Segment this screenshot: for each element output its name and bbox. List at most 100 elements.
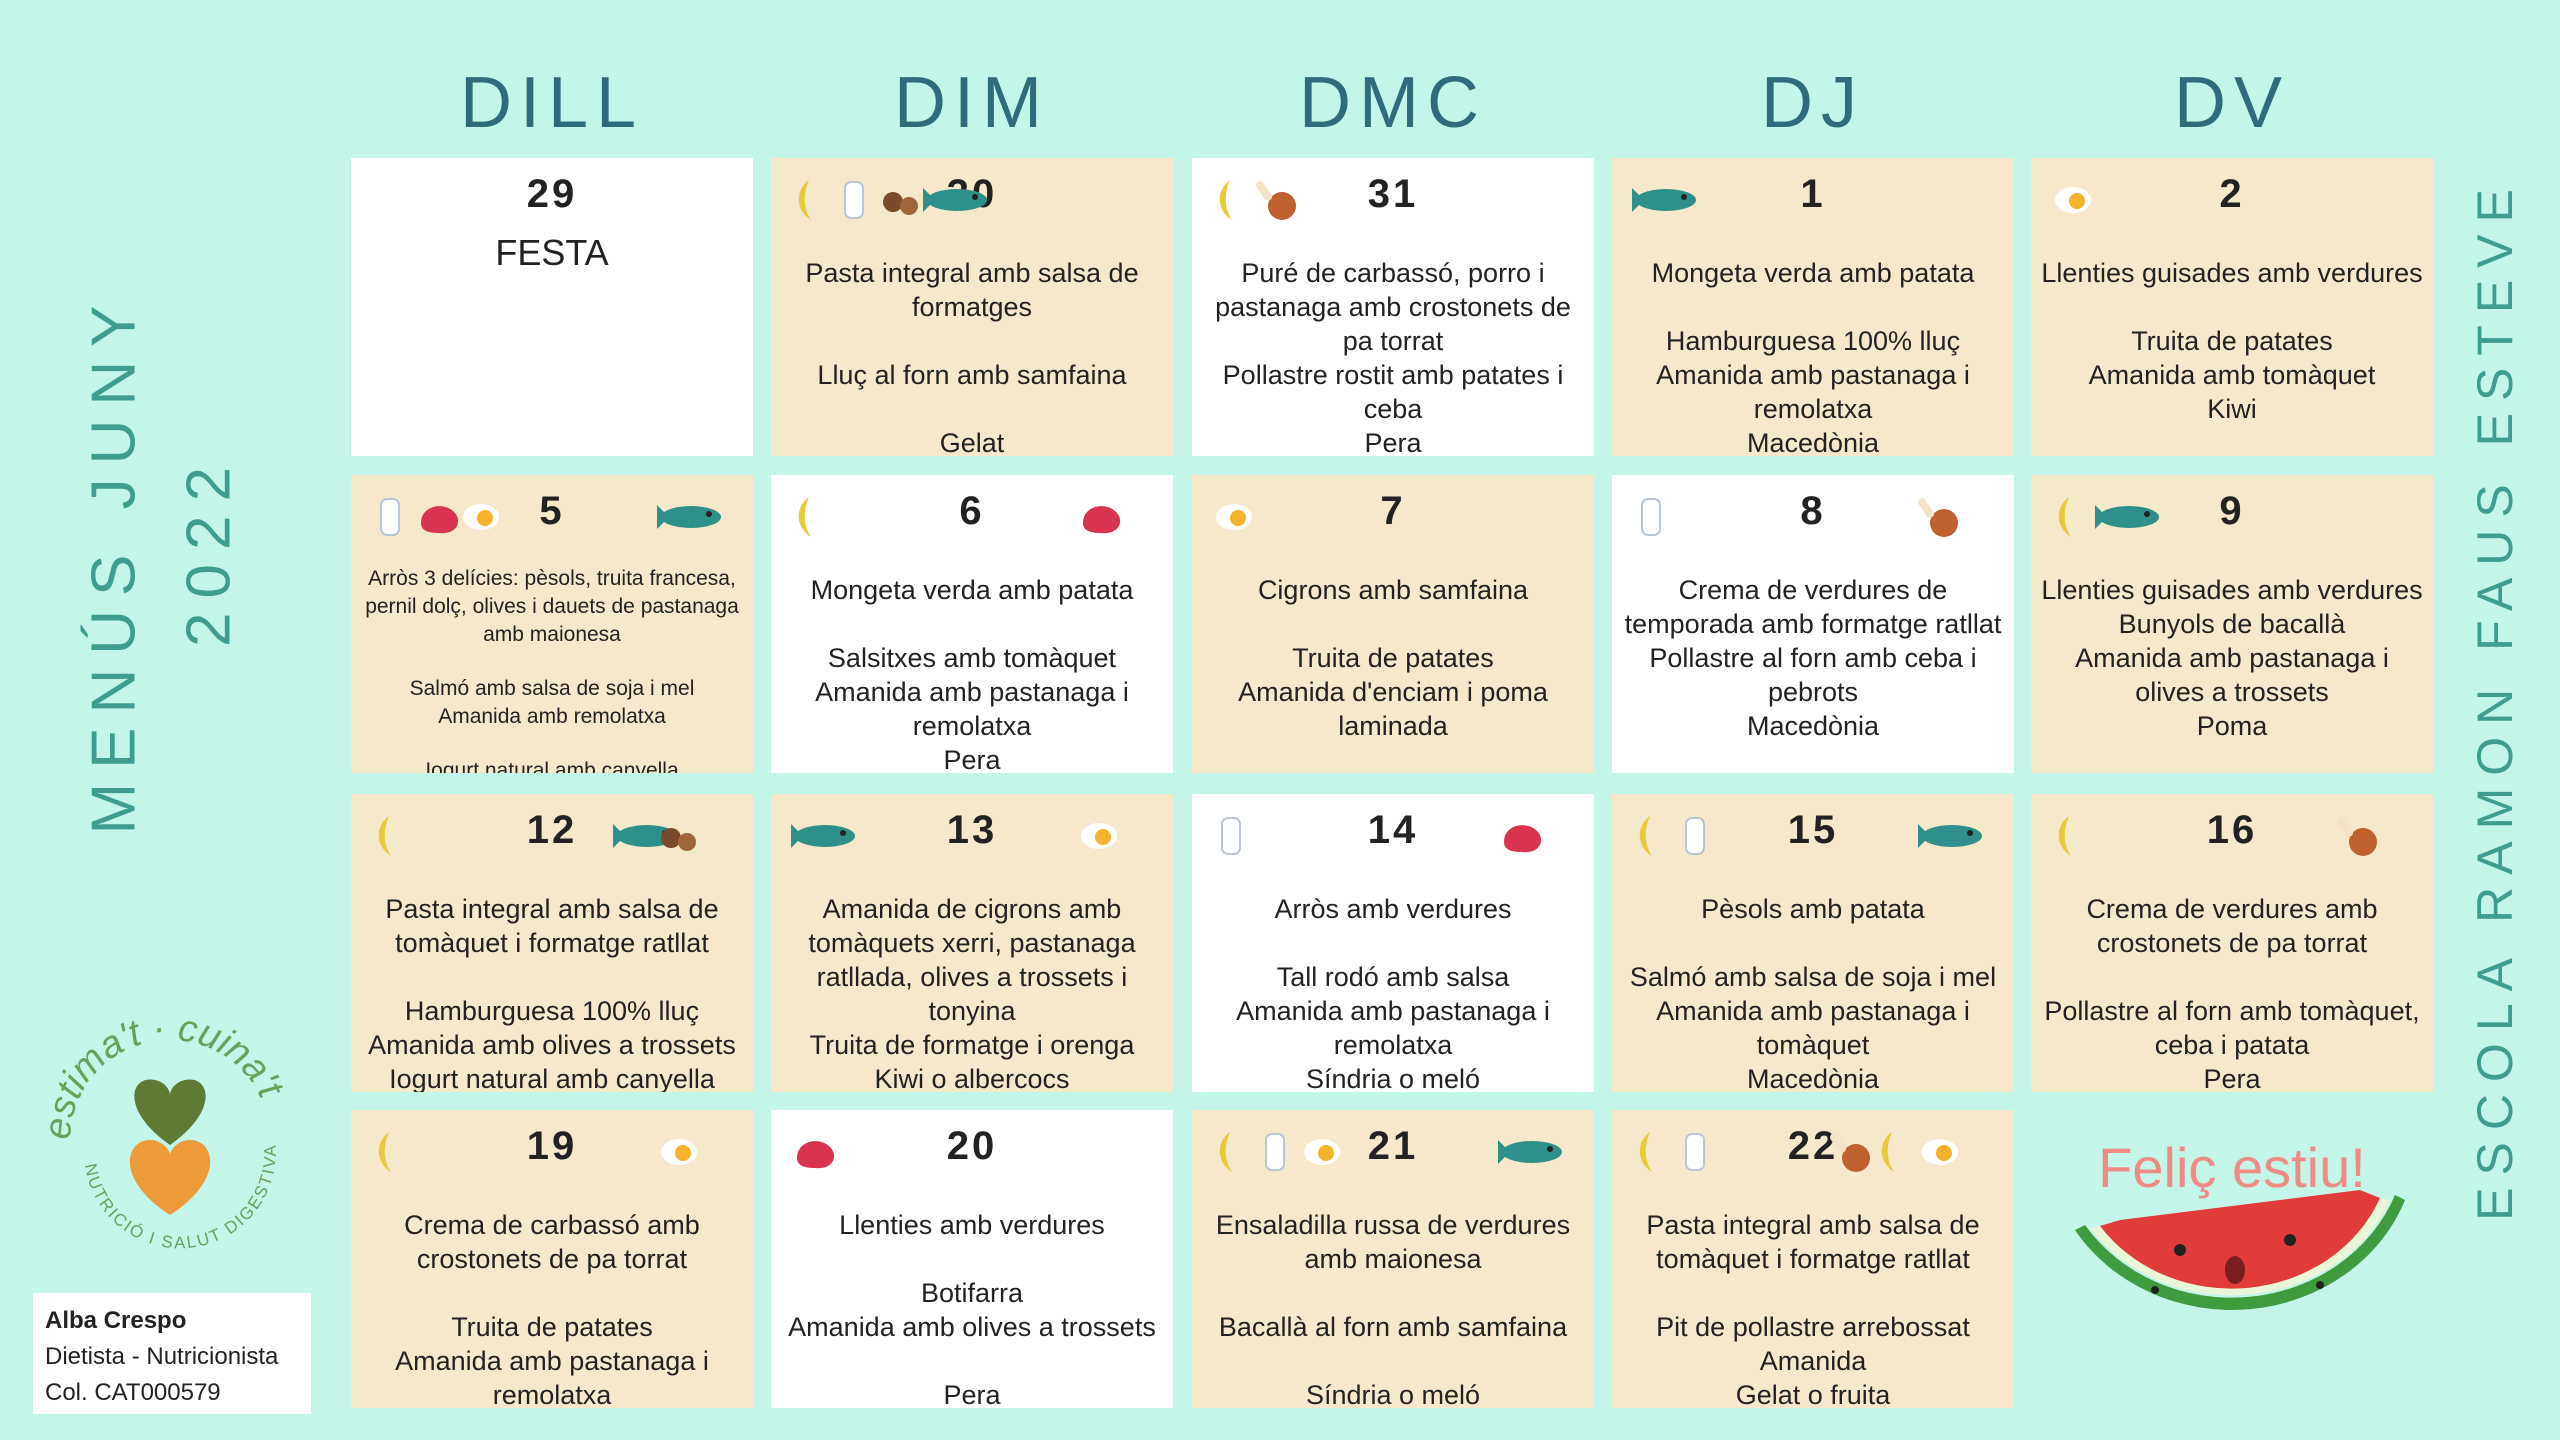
icon-shape [1641, 498, 1661, 536]
icon-shape [2144, 511, 2150, 517]
icon-shape [1922, 825, 1982, 847]
menu-group: Crema de carbassó amb crostonets de pa t… [357, 1208, 747, 1276]
food-icon [883, 192, 918, 215]
day-number: 8 [1800, 488, 1826, 533]
icon-shape [657, 505, 669, 529]
icon-shape [798, 497, 811, 537]
cell-note: FESTA [495, 232, 609, 273]
menu-group: Cigrons amb samfaina [1198, 573, 1588, 607]
menu-group: Pasta integral amb salsa de tomàquet i f… [357, 892, 747, 960]
menu-line: Gelat o fruita [1735, 1380, 1891, 1408]
food-icon [2095, 505, 2159, 529]
weekday: DIM [894, 63, 1050, 143]
menu-line: Tall rodó amb salsa [1276, 962, 1510, 992]
icon-shape [2095, 505, 2107, 529]
food-icon [1504, 825, 1542, 853]
day-cell: 31 Puré de carbassó, porro i pastanaga am… [1192, 158, 1594, 456]
menu-line: Amanida amb pastanaga i olives a trosset… [2075, 643, 2389, 707]
icon-shape [463, 504, 499, 530]
food-icon [1685, 817, 1705, 855]
menu-group: Salmó amb salsa de soja i mel Amanida amb… [357, 675, 747, 731]
menu-group: Lluç al forn amb samfaina [777, 358, 1167, 392]
menu-line: Macedònia [1746, 428, 1880, 456]
food-icon [378, 816, 391, 856]
signature-role: Dietista - Nutricionista [45, 1343, 279, 1370]
icon-shape [1216, 504, 1252, 530]
day-cell: 29 FESTA [351, 158, 753, 456]
food-icon [657, 505, 721, 529]
menu-line: Crema de carbassó amb crostonets de pa t… [404, 1210, 700, 1274]
menu-line: Truita de patates [2131, 326, 2333, 356]
food-icon [1216, 504, 1252, 530]
day-cell: 2 Llenties guisades amb verdures Truita de… [2031, 158, 2433, 456]
icon-shape [378, 1132, 391, 1172]
menu-group: Arròs amb verdures [1198, 892, 1588, 926]
menu-line: Kiwi [2207, 394, 2257, 424]
day-cell: 9 Llenties guisades amb verdures Bunyols d… [2031, 475, 2433, 773]
day-number: 14 [1367, 807, 1419, 852]
watermelon [2075, 1190, 2405, 1310]
menu-group: Crema de verdures de temporada amb forma… [1618, 573, 2008, 743]
menu-line: Lluç al forn amb samfaina [817, 360, 1127, 390]
icon-shape [797, 1141, 835, 1169]
menu-group: Síndria o meló [1198, 1378, 1588, 1408]
day-number: 6 [959, 488, 985, 533]
menu-line: Pasta integral amb salsa de tomàquet i f… [385, 894, 719, 958]
menu-line: Cigrons amb samfaina [1257, 575, 1529, 605]
menu-group: Mongeta verda amb patata [1618, 256, 2008, 290]
day-number: 29 [526, 171, 578, 216]
food-icon [1081, 823, 1117, 849]
menu-group: Tall rodó amb salsa Amanida amb pastanaga… [1198, 960, 1588, 1092]
menu-line: Amanida amb pastanaga i remolatxa [815, 677, 1129, 741]
menu-line: Síndria o meló [1305, 1380, 1481, 1408]
cell-top: 12 [357, 802, 747, 858]
weekday: DMC [1299, 63, 1487, 143]
food-icon [798, 497, 811, 537]
watermelon-pale [2090, 1198, 2390, 1296]
menu-group: Iogurt natural amb canyella [357, 757, 747, 773]
menu-line: Amanida amb tomàquet [2088, 360, 2376, 390]
menu-line: Llenties amb verdures [839, 1210, 1105, 1240]
cell-top: 29 [357, 166, 747, 222]
menu-line: Mongeta verda amb patata [810, 575, 1134, 605]
weekday: DV [2173, 63, 2291, 143]
food-icon [1219, 180, 1232, 220]
menu-line: Hamburguesa 100% lluç [1665, 326, 1961, 356]
day-cell: 19 Crema de carbassó amb crostonets de pa… [351, 1110, 753, 1408]
logo-heart-top [134, 1079, 206, 1145]
menu-line: Macedònia [1746, 711, 1880, 741]
menu-line: Bunyols de bacallà [2118, 609, 2346, 639]
menu-line: Arròs 3 delícies: pèsols, truita frances… [365, 567, 739, 646]
menu-group: Arròs 3 delícies: pèsols, truita frances… [357, 565, 747, 649]
food-icon [1255, 181, 1296, 220]
food-icon [1219, 1132, 1232, 1172]
day-number: 30 [946, 171, 998, 216]
icon-shape [2058, 497, 2071, 537]
day-number: 2 [2219, 171, 2245, 216]
day-cell: 1 Mongeta verda amb patata Hamburguesa 100… [1612, 158, 2014, 456]
icon-shape [2099, 506, 2159, 528]
icon-shape [1268, 192, 1296, 220]
day-number: 19 [526, 1123, 578, 1168]
menu-group: Botifarra Amanida amb olives a trossets [777, 1276, 1167, 1344]
side-year: 2022 [174, 453, 244, 647]
cell-top: 14 [1198, 802, 1588, 858]
day-cell: 6 Mongeta verda amb patata Salsitxes amb t… [771, 475, 1173, 773]
food-icon [1083, 506, 1121, 534]
food-icon [1922, 1139, 1958, 1165]
food-icon [798, 180, 811, 220]
icon-shape [661, 506, 721, 528]
cell-top: 7 [1198, 483, 1588, 539]
menu-group: Mongeta verda amb patata [777, 573, 1167, 607]
cell-top: 2 [2037, 166, 2427, 222]
day-cell: 13 Amanida de cigrons amb tomàquets xerri… [771, 794, 1173, 1092]
food-icon [1641, 498, 1661, 536]
menu-line: Amanida amb pastanaga i remolatxa [1236, 996, 1550, 1060]
food-icon [613, 824, 677, 848]
food-icon [463, 504, 499, 530]
menu-line: Bacallà al forn amb samfaina [1218, 1312, 1568, 1342]
icon-shape [1304, 1139, 1340, 1165]
icon-shape [1922, 1139, 1958, 1165]
icon-shape [1219, 1132, 1232, 1172]
icon-shape [1632, 188, 1644, 212]
